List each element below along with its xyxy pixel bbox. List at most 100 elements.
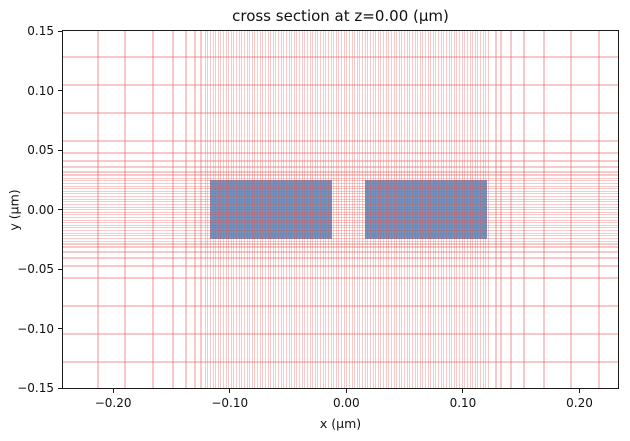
mesh-line-vertical <box>230 31 232 388</box>
mesh-line-horizontal <box>63 201 618 203</box>
mesh-line-vertical <box>238 31 240 388</box>
mesh-line-vertical <box>390 31 392 388</box>
mesh-line-horizontal <box>63 203 618 205</box>
y-tick-label: −0.05 <box>17 262 54 276</box>
mesh-line-horizontal <box>63 240 618 242</box>
mesh-line-vertical <box>385 31 387 388</box>
plot-title: cross section at z=0.00 (μm) <box>232 7 449 25</box>
mesh-line-horizontal <box>63 182 618 184</box>
mesh-line-vertical <box>456 31 458 388</box>
mesh-line-vertical <box>291 31 293 388</box>
x-tick-mark <box>579 389 581 393</box>
mesh-line-vertical <box>409 31 411 388</box>
mesh-line-vertical <box>430 31 432 388</box>
mesh-line-vertical <box>317 31 319 388</box>
mesh-line-horizontal <box>63 56 618 59</box>
mesh-line-horizontal <box>63 237 618 239</box>
mesh-line-vertical <box>267 31 269 388</box>
mesh-line-vertical <box>404 31 405 388</box>
y-tick-label: 0.15 <box>27 24 54 38</box>
mesh-line-vertical <box>422 31 424 388</box>
mesh-line-vertical <box>509 31 512 388</box>
mesh-line-vertical <box>259 31 261 388</box>
mesh-line-vertical <box>424 31 426 388</box>
mesh-line-horizontal <box>63 190 618 192</box>
mesh-line-vertical <box>494 31 497 388</box>
mesh-line-horizontal <box>63 111 618 114</box>
mesh-line-horizontal <box>63 185 618 187</box>
mesh-line-vertical <box>327 31 329 388</box>
mesh-line-horizontal <box>63 230 618 232</box>
mesh-line-vertical <box>474 31 476 388</box>
mesh-line-vertical <box>215 31 217 388</box>
mesh-line-vertical <box>427 31 429 388</box>
mesh-line-vertical <box>346 31 348 388</box>
mesh-line-vertical <box>249 31 251 388</box>
mesh-line-vertical <box>388 31 390 388</box>
y-tick-mark <box>58 30 62 32</box>
y-tick-label: 0.05 <box>27 143 54 157</box>
mesh-line-vertical <box>482 31 484 388</box>
mesh-line-vertical <box>445 31 447 388</box>
mesh-line-vertical <box>246 31 248 388</box>
mesh-line-vertical <box>220 31 222 388</box>
mesh-line-vertical <box>443 31 445 388</box>
mesh-line-horizontal <box>63 219 618 221</box>
mesh-line-horizontal <box>63 265 618 268</box>
mesh-line-vertical <box>212 31 214 388</box>
mesh-line-vertical <box>272 31 274 388</box>
mesh-line-horizontal <box>63 257 618 260</box>
mesh-line-horizontal <box>63 198 618 200</box>
y-tick-label: 0.10 <box>27 83 54 98</box>
mesh-line-vertical <box>251 31 253 388</box>
mesh-line-vertical <box>200 31 203 388</box>
mesh-line-horizontal <box>63 180 618 182</box>
mesh-line-vertical <box>222 31 224 388</box>
mesh-line-vertical <box>320 31 322 388</box>
mesh-line-vertical <box>459 31 461 388</box>
mesh-line-horizontal <box>63 245 618 248</box>
mesh-line-vertical <box>228 31 230 388</box>
mesh-line-vertical <box>341 31 343 388</box>
mesh-line-vertical <box>362 31 364 388</box>
mesh-line-vertical <box>185 31 187 388</box>
mesh-line-horizontal <box>63 151 618 154</box>
mesh-line-vertical <box>288 31 290 388</box>
mesh-line-vertical <box>377 31 379 388</box>
y-tick-label: −0.15 <box>17 381 54 395</box>
mesh-line-vertical <box>314 31 316 388</box>
mesh-line-horizontal <box>63 166 618 169</box>
mesh-line-vertical <box>417 31 419 388</box>
mesh-line-horizontal <box>63 188 618 190</box>
mesh-line-horizontal <box>63 250 618 253</box>
mesh-line-vertical <box>398 31 400 388</box>
mesh-line-vertical <box>254 31 256 388</box>
mesh-line-vertical <box>207 31 209 388</box>
x-axis-label: x (μm) <box>319 416 362 431</box>
mesh-line-horizontal <box>63 171 618 173</box>
structure-rect-waveguide-left <box>209 179 333 240</box>
mesh-line-vertical <box>461 31 463 388</box>
mesh-line-vertical <box>464 31 466 388</box>
mesh-line-vertical <box>217 31 219 388</box>
mesh-line-vertical <box>338 31 340 388</box>
mesh-line-horizontal <box>63 222 618 224</box>
mesh-line-horizontal <box>63 360 618 363</box>
mesh-line-vertical <box>438 31 440 388</box>
mesh-line-vertical <box>364 31 366 388</box>
mesh-line-horizontal <box>63 277 618 280</box>
mesh-line-vertical <box>275 31 277 388</box>
mesh-line-vertical <box>335 31 337 388</box>
mesh-line-horizontal <box>63 193 618 195</box>
mesh-line-vertical <box>306 31 308 388</box>
mesh-line-vertical <box>236 31 238 388</box>
mesh-line-vertical <box>333 31 335 388</box>
y-tick-mark <box>58 90 62 91</box>
mesh-line-vertical <box>411 31 413 388</box>
mesh-line-vertical <box>359 31 361 388</box>
mesh-line-horizontal <box>63 177 618 179</box>
mesh-line-vertical <box>542 31 545 388</box>
mesh-line-vertical <box>469 31 471 388</box>
mesh-line-vertical <box>435 31 437 388</box>
mesh-line-vertical <box>241 31 243 388</box>
